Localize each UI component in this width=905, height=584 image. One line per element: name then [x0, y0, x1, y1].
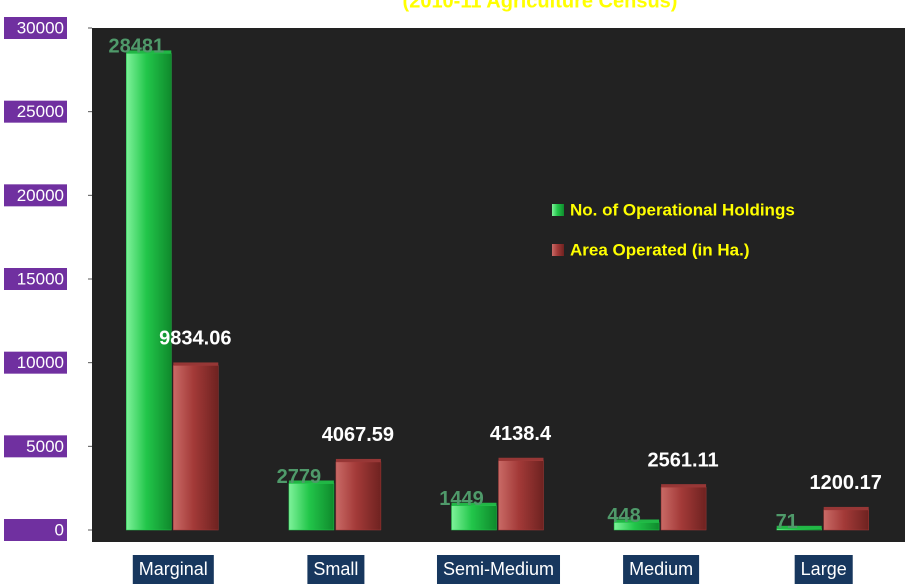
value-label: 28481	[108, 36, 164, 58]
bar	[335, 461, 382, 531]
x-tick-box	[307, 555, 365, 584]
y-tick-box	[4, 17, 67, 39]
x-tick-label: Small	[313, 559, 358, 579]
y-tick-label: 10000	[17, 353, 64, 372]
x-tick-box	[436, 555, 561, 584]
legend-swatch	[552, 204, 564, 216]
y-tick-label: 5000	[26, 437, 64, 456]
y-tick-box	[4, 184, 67, 207]
bar-cap	[823, 506, 869, 510]
y-tick-label: 25000	[17, 102, 64, 121]
y-tick-box	[4, 519, 67, 541]
y-tick-box	[4, 268, 67, 290]
bar	[451, 505, 497, 531]
legend-label: No. of Operational Holdings	[570, 200, 795, 219]
value-label: 448	[607, 505, 640, 527]
value-label: 4067.59	[322, 424, 394, 446]
y-tick-box	[4, 351, 67, 374]
bar-cap	[661, 484, 707, 488]
x-tick-label: Medium	[629, 559, 693, 579]
y-tick-label: 20000	[17, 186, 64, 205]
legend-label: Area Operated (in Ha.)	[570, 240, 750, 259]
value-label: 9834.06	[159, 328, 231, 350]
y-tick-label: 30000	[17, 18, 64, 37]
x-tick-box	[794, 555, 853, 584]
x-tick-label: Semi-Medium	[443, 559, 554, 579]
value-label: 71	[776, 511, 798, 533]
bar-cap	[126, 50, 172, 54]
bar	[498, 460, 544, 531]
bar	[823, 509, 869, 531]
bar-cap	[614, 519, 660, 523]
y-tick-box	[4, 100, 67, 123]
bar	[126, 53, 172, 531]
bar-cap	[173, 362, 219, 366]
plot-area	[92, 28, 905, 542]
bar-cap	[288, 480, 334, 484]
bar	[173, 365, 219, 531]
x-tick-box	[132, 555, 214, 584]
bar	[660, 486, 707, 531]
value-label: 4138.4	[490, 423, 552, 445]
y-tick-label: 0	[55, 520, 64, 539]
bar-cap	[451, 502, 497, 506]
bar	[288, 483, 335, 531]
bar-cap	[498, 457, 544, 461]
x-tick-label: Marginal	[139, 559, 208, 579]
bar-cap	[335, 458, 381, 462]
y-tick-box	[4, 435, 67, 458]
x-tick-label: Large	[801, 559, 847, 579]
x-tick-box	[623, 555, 700, 584]
value-label: 1449	[439, 488, 484, 510]
value-label: 2779	[277, 466, 322, 488]
chart-title: (2010-11 Agriculture Census)	[403, 0, 678, 12]
legend-swatch	[552, 244, 564, 256]
value-label: 1200.17	[810, 472, 882, 494]
y-tick-label: 15000	[17, 269, 64, 288]
value-label: 2561.11	[647, 449, 718, 471]
bar-cap	[776, 525, 822, 529]
